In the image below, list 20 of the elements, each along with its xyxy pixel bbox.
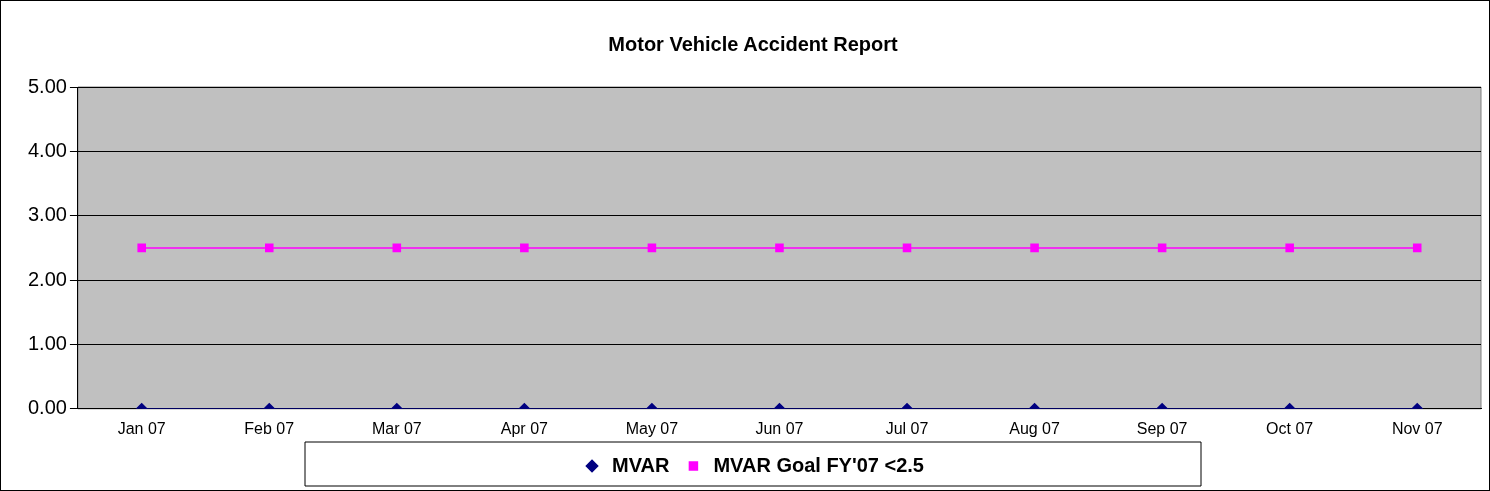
x-tick-label: Feb 07 xyxy=(244,419,295,437)
x-tick-label: Sep 07 xyxy=(1136,419,1188,437)
x-tick-label: Nov 07 xyxy=(1391,419,1443,437)
chart-title: Motor Vehicle Accident Report xyxy=(608,32,898,55)
x-tick-label: Jan 07 xyxy=(117,419,166,437)
x-tick-label: Aug 07 xyxy=(1009,419,1061,437)
x-tick-label: Oct 07 xyxy=(1266,419,1314,437)
y-tick-label: 2.00 xyxy=(27,267,67,290)
legend-label: MVAR Goal FY'07 <2.5 xyxy=(713,453,924,476)
y-tick-label: 5.00 xyxy=(27,74,67,97)
x-tick-label: May 07 xyxy=(625,419,679,437)
y-tick-label: 4.00 xyxy=(27,138,67,161)
y-tick-label: 3.00 xyxy=(27,203,67,226)
y-tick-label: 0.00 xyxy=(27,396,67,419)
y-tick-label: 1.00 xyxy=(27,331,67,354)
legend-label: MVAR xyxy=(612,453,670,476)
x-tick-label: Jul 07 xyxy=(885,419,929,437)
x-tick-label: Mar 07 xyxy=(371,419,422,437)
x-tick-label: Jun 07 xyxy=(755,419,804,437)
x-tick-label: Apr 07 xyxy=(500,419,549,437)
